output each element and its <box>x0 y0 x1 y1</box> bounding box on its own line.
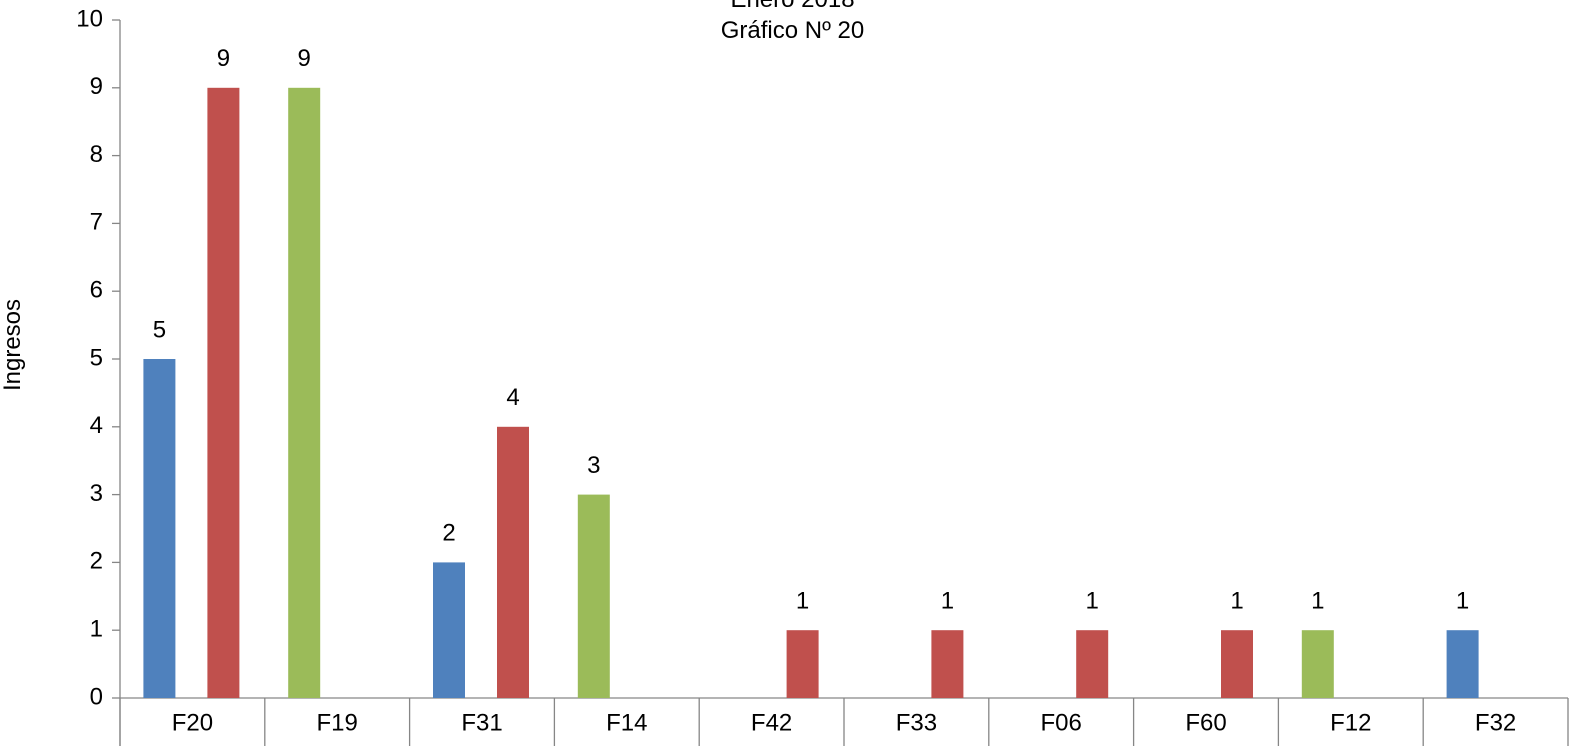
y-tick-label: 4 <box>90 412 103 439</box>
x-tick-label: F31 <box>461 709 502 736</box>
data-label: 1 <box>1086 588 1099 615</box>
x-tick-label: F12 <box>1330 709 1371 736</box>
x-tick-label: F06 <box>1041 709 1082 736</box>
x-tick-label: F19 <box>317 709 358 736</box>
y-tick-label: 8 <box>90 141 103 168</box>
data-label: 9 <box>217 45 230 72</box>
x-tick-label: F42 <box>751 709 792 736</box>
data-label: 9 <box>298 45 311 72</box>
bar <box>786 630 819 698</box>
bar <box>1301 630 1334 698</box>
data-label: 3 <box>587 452 600 479</box>
x-tick-label: F60 <box>1185 709 1226 736</box>
data-label: 1 <box>796 588 809 615</box>
data-label: 2 <box>442 520 455 547</box>
chart-subtitle: Gráfico Nº 20 <box>720 17 865 44</box>
bar <box>931 630 964 698</box>
bar <box>577 494 610 698</box>
bar <box>207 87 240 699</box>
y-tick-label: 5 <box>90 344 103 371</box>
bar <box>1076 630 1109 698</box>
chart-title: Enero 2018 <box>0 0 1585 14</box>
x-tick-label: F20 <box>172 709 213 736</box>
y-tick-label: 6 <box>90 277 103 304</box>
y-tick-label: 0 <box>90 683 103 710</box>
y-tick-label: 2 <box>90 548 103 575</box>
bar <box>143 359 176 698</box>
y-tick-label: 9 <box>90 73 103 100</box>
y-tick-label: 7 <box>90 209 103 236</box>
x-tick-label: F32 <box>1475 709 1516 736</box>
x-tick-label: F14 <box>606 709 647 736</box>
data-label: 4 <box>506 384 519 411</box>
data-label: 1 <box>1456 588 1469 615</box>
bar <box>1221 630 1253 698</box>
y-tick-label: 1 <box>90 616 103 643</box>
x-tick-label: F33 <box>896 709 937 736</box>
y-tick-label: 3 <box>90 480 103 507</box>
data-label: 5 <box>153 316 166 343</box>
bar <box>433 562 465 698</box>
bar <box>497 426 529 698</box>
data-label: 1 <box>941 588 954 615</box>
y-tick-label: 10 <box>76 5 103 32</box>
data-label: 1 <box>1311 588 1324 615</box>
data-label: 1 <box>1230 588 1243 615</box>
bar <box>1446 630 1479 698</box>
bar <box>288 87 321 699</box>
